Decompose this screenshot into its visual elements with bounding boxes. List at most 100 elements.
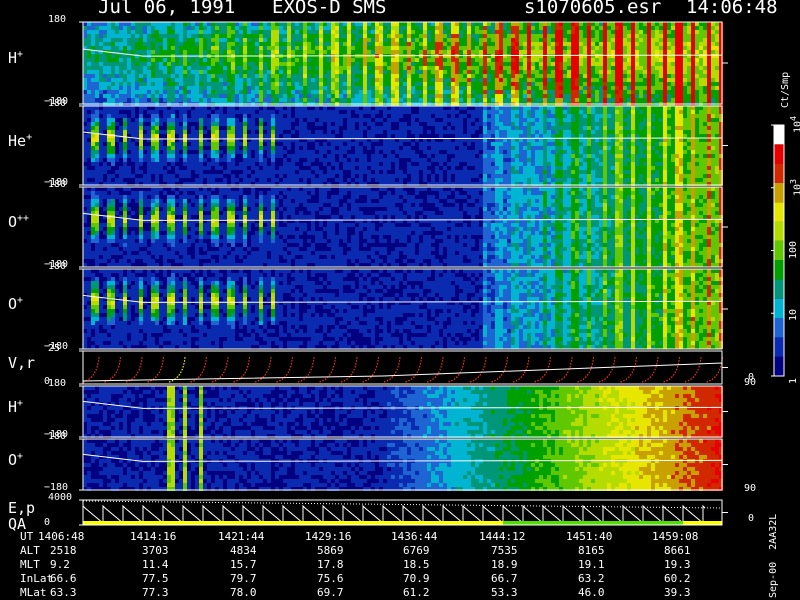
spectrogram-h_plus_1 — [82, 22, 723, 106]
right-tick-vr: 90 — [744, 377, 757, 388]
ephemeris-cell: 17.8 — [317, 558, 344, 571]
ephemeris-row-label: MLat — [20, 586, 47, 599]
colorbar-segment — [774, 144, 784, 164]
ephemeris-cell: 19.3 — [664, 558, 691, 571]
colorbar-tick-label: 10 — [788, 309, 799, 322]
panel-label-o_plus_2: O+ — [8, 450, 24, 469]
ytick-max-o_plusplus: 180 — [48, 179, 67, 190]
instrument-name: EXOS-D SMS — [272, 0, 387, 18]
ephemeris-cell: 70.9 — [403, 572, 430, 585]
colorbar-segment — [774, 318, 784, 338]
ephemeris-cell: 61.2 — [403, 586, 430, 599]
ephemeris-cell: 63.2 — [578, 572, 605, 585]
ytick-max-h_plus_1: 180 — [48, 14, 67, 25]
ephemeris-cell: 9.2 — [50, 558, 70, 571]
ytick-max-he_plus: 180 — [48, 98, 67, 109]
ephemeris-cell: 69.7 — [317, 586, 344, 599]
ephemeris-cell: 53.3 — [491, 586, 518, 599]
ephemeris-cell: 4834 — [230, 544, 257, 557]
panel-label-h_plus_1: H+ — [8, 49, 24, 67]
panel-label-vr: V,r — [8, 353, 36, 372]
colorbar-tick-label: 104 — [788, 115, 800, 133]
ytick-min-o_plusplus: −180 — [44, 259, 69, 270]
ytick-min-he_plus: −180 — [44, 177, 69, 188]
colorbar-segment — [774, 182, 784, 203]
colorbar-segment — [774, 163, 784, 183]
energy-qa-panel — [82, 500, 723, 525]
right-zero-vr: 0 — [748, 372, 755, 383]
ephemeris-cell: 66.7 — [491, 572, 518, 585]
plot-date: Jul 06, 1991 — [98, 0, 236, 18]
colorbar-unit-label: Ct/Smp — [780, 71, 791, 108]
ephemeris-cell: 7535 — [491, 544, 518, 557]
ephemeris-cell: 5869 — [317, 544, 344, 557]
ephemeris-cell: 8661 — [664, 544, 691, 557]
ephemeris-cell: 19.1 — [578, 558, 605, 571]
ephemeris-cell: 46.0 — [578, 586, 605, 599]
ephemeris-cell: 1421:44 — [218, 530, 265, 543]
ephemeris-cell: 6769 — [403, 544, 430, 557]
ephemeris-row-label: MLT — [20, 558, 40, 571]
spectrogram-o_plusplus — [82, 187, 723, 267]
data-file-name: s1070605.esr — [524, 0, 662, 18]
footer-label: Sep-00 2AA32L — [768, 513, 779, 598]
plot-time: 14:06:48 — [686, 0, 778, 18]
ytick-min-h_plus_1: −180 — [44, 96, 69, 107]
right-zero-ep_qa: 0 — [748, 513, 755, 524]
colorbar-segment — [774, 221, 784, 241]
ytick-max-vr: 25 — [48, 343, 61, 354]
colorbar-segment — [774, 125, 784, 145]
ephemeris-cell: 3703 — [142, 544, 169, 557]
colorbar-segment — [774, 356, 784, 376]
ephemeris-row-label: InLat — [20, 572, 54, 585]
panel-label-ep_qa: E,p — [8, 498, 36, 517]
ephemeris-cell: 78.0 — [230, 586, 257, 599]
ephemeris-cell: 60.2 — [664, 572, 691, 585]
panel-label-o_plusplus: O++ — [8, 213, 30, 231]
colorbar-segment — [774, 260, 784, 280]
ephemeris-cell: 77.5 — [142, 572, 169, 585]
ytick-min-o_plus_2: −180 — [44, 482, 69, 493]
ytick-max-h_plus_2: 180 — [48, 378, 67, 389]
spectrogram-he_plus — [82, 106, 723, 186]
ephemeris-cell: 1436:44 — [391, 530, 438, 543]
ephemeris-cell: 1444:12 — [479, 530, 526, 543]
ephemeris-cell: 1429:16 — [305, 530, 352, 543]
panel-label-h_plus_2: H+ — [8, 397, 24, 416]
panel-label-ep_qa-2: QA — [8, 514, 27, 533]
ephemeris-cell: 11.4 — [142, 558, 169, 571]
colorbar-tick-label: 100 — [788, 240, 799, 259]
colorbar-segment — [774, 298, 784, 319]
ephemeris-cell: 39.3 — [664, 586, 691, 599]
ephemeris-cell: 79.7 — [230, 572, 257, 585]
ytick-min-h_plus_2: −180 — [44, 429, 69, 440]
ephemeris-row-label: UT — [20, 530, 34, 543]
ephemeris-row-label: ALT — [20, 544, 40, 557]
ytick-min-ep_qa: 0 — [44, 517, 51, 528]
colorbar-tick-label: 1 — [788, 377, 799, 384]
ytick-max-o_plus_1: 180 — [48, 261, 67, 272]
ephemeris-cell: 66.6 — [50, 572, 77, 585]
colorbar-segment — [774, 279, 784, 299]
ephemeris-cell: 1406:48 — [38, 530, 85, 543]
ephemeris-cell: 15.7 — [230, 558, 257, 571]
ephemeris-cell: 77.3 — [142, 586, 169, 599]
ytick-max-o_plus_2: 180 — [48, 431, 67, 442]
ephemeris-cell: 18.5 — [403, 558, 430, 571]
velocity-panel — [82, 351, 724, 384]
ephemeris-cell: 8165 — [578, 544, 605, 557]
ephemeris-cell: 1459:08 — [652, 530, 699, 543]
ephemeris-cell: 1414:16 — [130, 530, 177, 543]
ephemeris-cell: 2518 — [50, 544, 77, 557]
right-tick-o_plus_2: 90 — [744, 483, 757, 494]
ytick-max-ep_qa: 4000 — [48, 492, 73, 503]
ytick-min-vr: 0 — [44, 376, 51, 387]
ytick-min-o_plus_1: −180 — [44, 341, 69, 352]
colorbar-tick-label: 103 — [788, 178, 800, 196]
ephemeris-cell: 18.9 — [491, 558, 518, 571]
colorbar-segment — [774, 240, 784, 261]
colorbar-segment — [774, 337, 784, 357]
ephemeris-cell: 63.3 — [50, 586, 77, 599]
colorbar-segment — [774, 202, 784, 222]
